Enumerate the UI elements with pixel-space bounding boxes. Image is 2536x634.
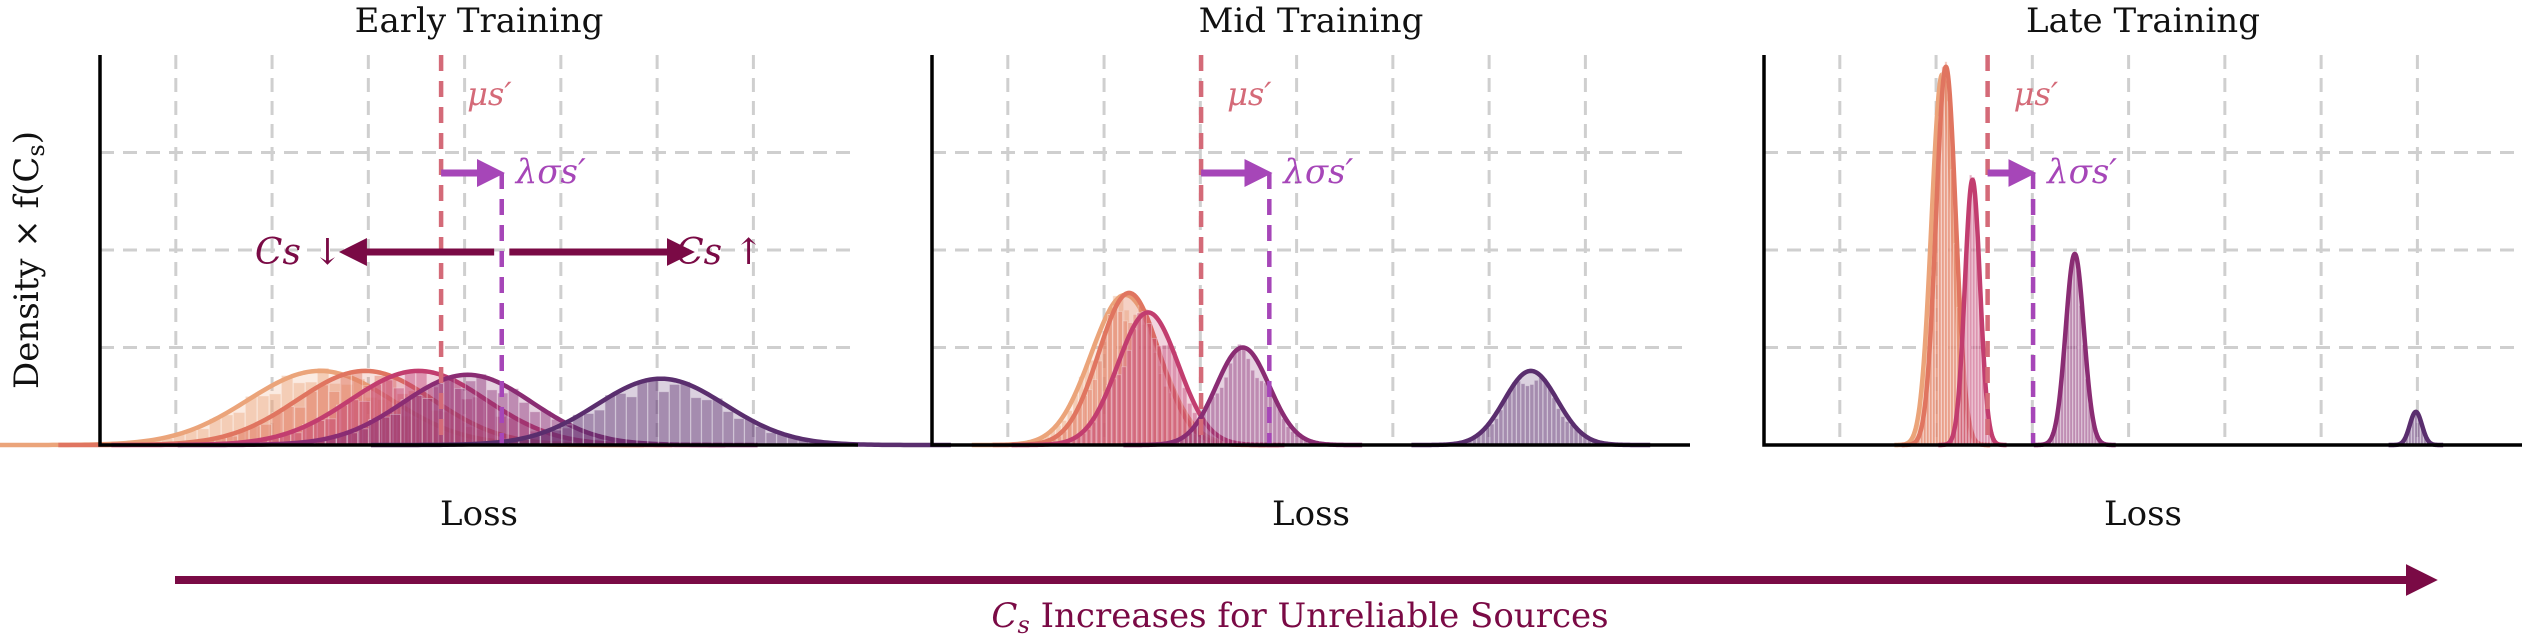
- y-axis-label-sub: s: [22, 144, 50, 156]
- density-fill: [1123, 347, 1363, 445]
- x-axis-label: Loss: [1272, 494, 1350, 534]
- panel-title: Late Training: [2026, 1, 2260, 41]
- x-axis-label: Loss: [440, 494, 518, 534]
- panel-title: Early Training: [355, 1, 604, 41]
- density-curve: [1936, 177, 2009, 448]
- density-fill: [1411, 370, 1651, 445]
- density-fill: [1011, 312, 1285, 445]
- cs-down-label: Cs ↓: [255, 232, 343, 273]
- sigma-label: λσs′: [2045, 152, 2117, 192]
- density-fill: [2388, 411, 2444, 445]
- density-fill: [1901, 66, 1991, 445]
- density-fill: [992, 292, 1266, 445]
- bottom-arrow-label: Cs Increases for Unreliable Sources: [991, 596, 1608, 634]
- series-3: [1936, 174, 2009, 448]
- bottom-arrow-label-sub: s: [1017, 611, 1029, 634]
- axes: [930, 55, 1690, 447]
- grid: [932, 55, 1690, 445]
- axes: [1762, 55, 2522, 447]
- grid: [1764, 55, 2522, 445]
- mean-label: μs′: [467, 75, 512, 113]
- panel-1: μs′ λσs′ Cs ↓ Cs ↑ Early Training Loss: [0, 1, 951, 534]
- series-4: [2032, 251, 2118, 448]
- y-axis-label: Density × f(Cs): [7, 131, 50, 389]
- y-axis-label-main: Density × f(C: [7, 157, 47, 389]
- y-axis-label-close: ): [7, 131, 47, 144]
- series-5: [1410, 368, 1651, 448]
- density-fill: [1894, 74, 1990, 445]
- bottom-arrow-label-rest: Increases for Unreliable Sources: [1030, 596, 1609, 634]
- cs-up-label: Cs ↑: [676, 232, 764, 273]
- mean-label: μs′: [1227, 75, 1272, 113]
- sigma-label: λσs′: [514, 152, 586, 192]
- panel-title: Mid Training: [1199, 1, 1424, 41]
- panels: μs′ λσs′ Cs ↓ Cs ↑ Early Training Loss μs′ λσs′…: [0, 1, 2522, 534]
- density-fill: [0, 370, 644, 445]
- series-5: [2386, 409, 2446, 448]
- density-fill: [370, 378, 951, 445]
- panel-2: μs′ λσs′ Mid Training Loss: [930, 1, 1690, 534]
- mean-label: μs′: [2014, 75, 2059, 113]
- density-fill: [111, 370, 726, 445]
- density-fill: [1938, 179, 2007, 446]
- bottom-arrow-label-var: C: [991, 596, 1017, 634]
- density-curve: [2032, 251, 2118, 448]
- density-fill: [971, 294, 1279, 445]
- density-fill: [58, 370, 673, 445]
- x-axis-label: Loss: [2104, 494, 2182, 534]
- density-fill: [2033, 253, 2116, 445]
- panel-3: μs′ λσs′ Late Training Loss: [1762, 1, 2522, 534]
- axes: [98, 55, 858, 447]
- density-fill: [177, 374, 758, 445]
- sigma-label: λσs′: [1281, 152, 1353, 192]
